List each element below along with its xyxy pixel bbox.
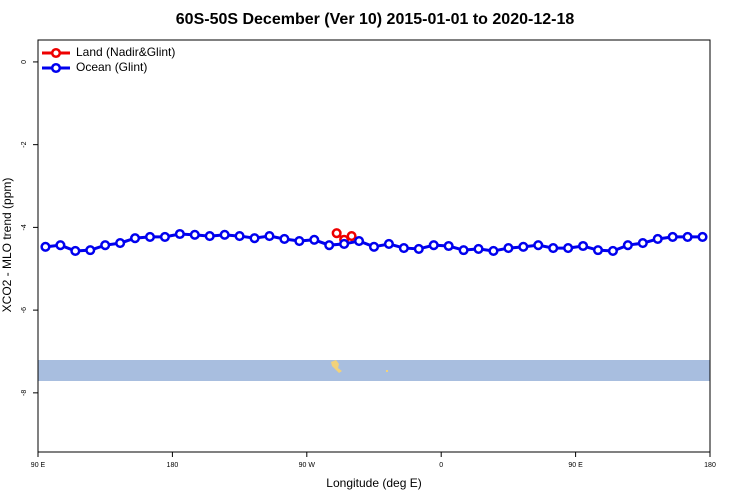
data-point <box>159 231 170 242</box>
data-point <box>592 245 604 256</box>
data-point <box>55 240 66 251</box>
y-axis-label: XCO2 - MLO trend (ppm) <box>0 178 14 313</box>
data-point <box>473 243 484 254</box>
x-tick-label: 90 E <box>568 462 583 469</box>
data-point <box>413 243 424 254</box>
data-point <box>682 231 693 242</box>
data-point <box>189 229 200 240</box>
x-tick-label: 90 W <box>299 462 316 469</box>
data-point <box>518 241 529 252</box>
x-tick-label: 180 <box>704 462 716 469</box>
data-point <box>294 235 305 247</box>
data-point <box>324 240 335 251</box>
y-tick-label: -2 <box>21 141 28 147</box>
data-point <box>354 235 365 247</box>
land-patch <box>386 370 388 372</box>
data-point <box>249 233 260 244</box>
data-point <box>607 245 618 257</box>
data-point <box>697 231 708 242</box>
y-tick-label: -6 <box>21 307 28 313</box>
data-point <box>667 231 678 242</box>
data-point <box>144 231 156 242</box>
x-tick-label: 0 <box>439 462 443 469</box>
data-point <box>264 231 275 242</box>
data-point <box>115 238 126 249</box>
data-point <box>652 233 663 245</box>
data-point <box>383 238 394 249</box>
data-point <box>346 231 357 242</box>
data-point <box>443 240 454 252</box>
legend-label: Ocean (Glint) <box>76 60 147 74</box>
chart-title: 60S-50S December (Ver 10) 2015-01-01 to … <box>176 11 575 28</box>
data-point <box>100 240 111 251</box>
data-point <box>130 233 141 244</box>
data-point <box>174 228 185 240</box>
plot-frame <box>37 39 711 453</box>
data-point <box>234 231 245 242</box>
legend-marker <box>50 62 62 74</box>
x-axis-label: Longitude (deg E) <box>326 476 421 490</box>
map-strip <box>38 360 710 381</box>
data-point <box>488 245 499 257</box>
data-point <box>70 245 81 257</box>
data-point <box>533 240 544 251</box>
data-point <box>503 243 514 254</box>
legend-marker <box>50 47 62 59</box>
data-point <box>622 240 633 251</box>
data-point <box>219 229 230 240</box>
y-tick-label: -8 <box>21 390 28 396</box>
data-point <box>637 238 648 249</box>
data-point <box>398 243 409 254</box>
legend-label: Land (Nadir&Glint) <box>76 45 175 59</box>
x-tick-label: 90 E <box>31 462 46 469</box>
data-point <box>40 241 51 252</box>
data-point <box>548 243 559 254</box>
data-point <box>458 245 469 256</box>
y-tick-label: -4 <box>21 224 28 230</box>
data-point <box>85 245 96 256</box>
data-point <box>279 233 290 245</box>
land-patch <box>331 360 342 373</box>
data-point <box>578 240 589 252</box>
data-point <box>331 228 342 239</box>
data-point <box>309 234 320 245</box>
data-point <box>204 231 215 242</box>
data-point <box>428 240 439 251</box>
data-point <box>339 238 350 249</box>
data-point <box>563 243 574 254</box>
x-tick-label: 180 <box>167 462 179 469</box>
y-tick-label: 0 <box>21 60 28 64</box>
data-point <box>368 241 380 252</box>
